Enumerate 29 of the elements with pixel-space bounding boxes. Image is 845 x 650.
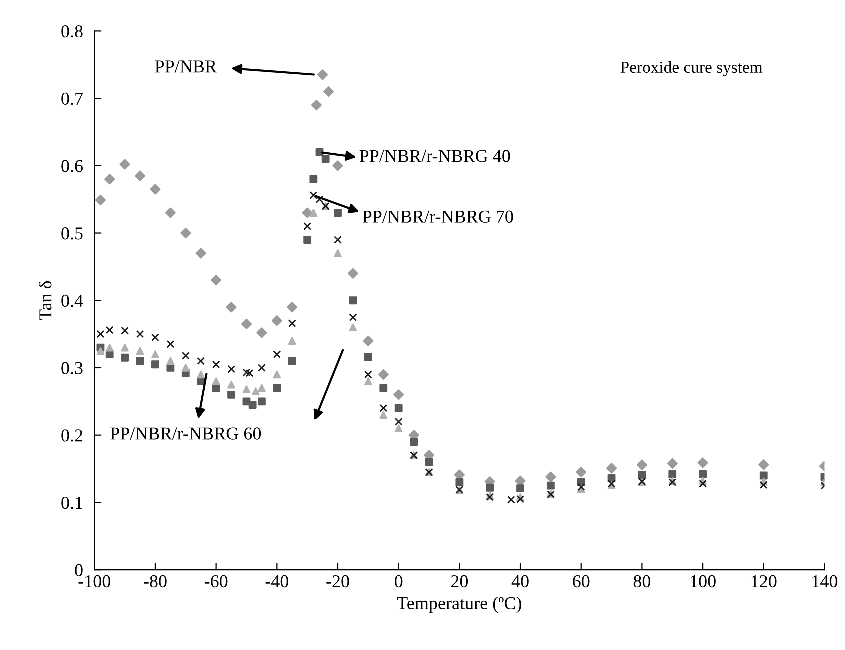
x-tick-label: 80 [634, 575, 651, 588]
series-label: PP/NBR/r-NBRG 70 [362, 210, 514, 223]
x-tick-label: 120 [752, 575, 777, 588]
annotation: Peroxide cure system [620, 61, 763, 76]
y-tick-label: 0.5 [62, 228, 83, 240]
text: PP/NBR [155, 60, 217, 73]
x-tick-label: -20 [326, 575, 350, 588]
y-tick-label: 0.8 [62, 25, 83, 38]
x-axis-title: Temperature (ºC) [397, 596, 522, 614]
y-tick-label: 0 [75, 564, 83, 576]
x-tick-label: 60 [573, 575, 590, 588]
y-tick-label: 0.6 [62, 160, 83, 172]
y-tick-label: 0.1 [62, 496, 82, 510]
x-tick-label: 100 [691, 575, 716, 588]
x-tick-label: 140 [812, 575, 838, 588]
series-label: PP/NBR/r-NBRG 60 [110, 428, 262, 440]
x-tick-label: -40 [266, 575, 289, 588]
x-tick-label: 40 [512, 575, 529, 588]
y-tick-label: 0.7 [62, 92, 84, 106]
x-tick-label: -80 [144, 575, 167, 588]
series-label: PP/NBR/r-NBRG 40 [360, 150, 510, 162]
y-axis-title: Tan δ [38, 281, 52, 320]
x-tick-label: -100 [78, 575, 110, 588]
y-tick-label: 0.4 [62, 294, 84, 308]
y-tick-label: 0.3 [62, 362, 83, 374]
x-tick-label: 0 [395, 575, 403, 588]
y-tick-label: 0.2 [62, 430, 83, 442]
x-tick-label: 20 [451, 575, 468, 588]
x-tick-label: -60 [204, 575, 228, 588]
